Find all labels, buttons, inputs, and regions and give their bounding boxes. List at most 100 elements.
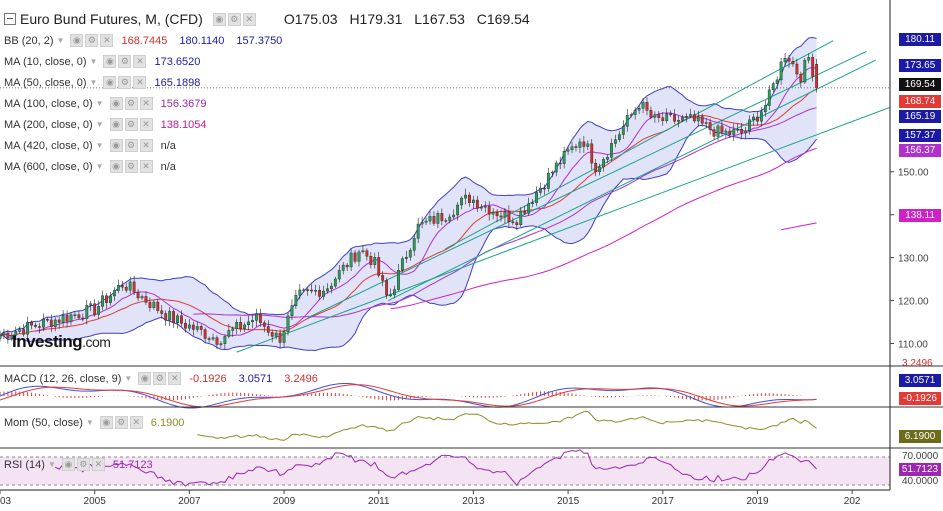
chevron-down-icon[interactable]: ▼ [95,162,104,171]
candle-body [223,336,227,344]
close-icon[interactable]: ✕ [133,55,147,68]
eye-icon[interactable]: ◉ [103,76,117,89]
candle-body [302,289,306,291]
candle-body [519,210,523,225]
close-icon[interactable]: ✕ [129,416,143,429]
chevron-down-icon[interactable]: ▼ [89,78,98,87]
candle-body [598,166,602,172]
candle-body [329,285,333,289]
indicator-name: MA (600, close, 0) [4,160,93,173]
eye-icon[interactable]: ◉ [109,139,123,152]
settings-icon[interactable]: ⚙ [124,160,138,173]
chevron-down-icon[interactable]: ▼ [95,99,104,108]
candle-body [491,211,495,215]
indicator-value: 165.1898 [154,76,201,89]
close-icon[interactable]: ✕ [91,458,105,471]
chevron-down-icon[interactable]: ▼ [47,460,56,469]
price-tag: 168.74 [899,95,941,108]
x-tick-label: 2013 [462,496,485,507]
close-icon[interactable]: ✕ [139,160,153,173]
eye-icon[interactable]: ◉ [99,416,113,429]
close-icon[interactable]: ✕ [100,34,114,47]
candle-body [558,162,562,165]
candle-body [566,149,570,152]
candle-body [720,125,724,133]
close-icon[interactable]: ✕ [242,12,256,26]
chevron-down-icon[interactable]: ▼ [124,374,133,383]
close-icon[interactable]: ✕ [139,139,153,152]
close-icon[interactable]: ✕ [133,76,147,89]
indicator-row: MA (10, close, 0) ▼ ◉ ⚙ ✕ 173.6520 [4,51,530,72]
candle-body [77,314,81,319]
eye-icon[interactable]: ◉ [109,118,123,131]
candle-body [187,324,191,329]
indicator-name: MA (420, close, 0) [4,139,93,152]
candle-body [424,220,428,223]
candle-body [688,114,692,117]
settings-icon[interactable]: ⚙ [124,118,138,131]
candle-body [787,57,791,62]
candle-body [759,111,763,122]
rsi-legend: RSI (14) ▼ ◉ ⚙ ✕ 51.7123 [4,458,165,471]
candle-body [294,295,298,306]
settings-icon[interactable]: ⚙ [85,34,99,47]
rsi-value: 51.7123 [112,458,153,471]
indicator-value: 173.6520 [154,55,201,68]
settings-icon[interactable]: ⚙ [118,76,132,89]
candle-body [586,143,590,147]
candle-body [468,194,471,203]
candle-body [81,317,85,320]
settings-icon[interactable]: ⚙ [76,458,90,471]
mom-legend: Mom (50, close) ▼ ◉ ⚙ ✕ 6.1900 [4,416,196,429]
candle-body [550,171,554,174]
close-icon[interactable]: ✕ [139,118,153,131]
candle-body [85,305,89,319]
candle-body [207,338,211,340]
chevron-down-icon[interactable]: ▼ [56,36,65,45]
candle-body [775,79,779,84]
eye-icon[interactable]: ◉ [212,12,226,26]
chevron-down-icon[interactable]: ▼ [95,120,104,129]
candle-body [637,108,641,111]
chevron-down-icon[interactable]: ▼ [85,418,94,427]
eye-icon[interactable]: ◉ [109,160,123,173]
candle-body [18,329,22,332]
close-icon[interactable]: ✕ [139,97,153,110]
eye-icon[interactable]: ◉ [109,97,123,110]
candle-body [412,238,416,251]
settings-icon[interactable]: ⚙ [114,416,128,429]
settings-icon[interactable]: ⚙ [153,372,167,385]
chevron-down-icon[interactable]: ▼ [95,141,104,150]
eye-icon[interactable]: ◉ [70,34,84,47]
chevron-down-icon[interactable]: ▼ [89,57,98,66]
candle-body [318,290,321,297]
candle-body [483,206,487,208]
candle-body [677,120,680,122]
close-icon[interactable]: ✕ [168,372,182,385]
candle-body [49,319,53,327]
eye-icon[interactable]: ◉ [61,458,75,471]
collapse-icon[interactable] [4,13,16,25]
candle-body [799,73,803,83]
candle-body [105,295,108,303]
candle-body [89,303,93,306]
candle-body [807,57,811,61]
indicator-row: MA (50, close, 0) ▼ ◉ ⚙ ✕ 165.1898 [4,72,530,93]
candle-body [286,315,290,332]
candle-body [507,211,511,223]
candle-body [164,313,168,321]
candle-body [653,114,657,118]
y-tick-label: 130.00 [898,254,929,265]
candle-body [404,256,408,259]
candle-body [262,322,266,327]
settings-icon[interactable]: ⚙ [124,139,138,152]
settings-icon[interactable]: ⚙ [227,12,241,26]
settings-icon[interactable]: ⚙ [124,97,138,110]
indicator-row: MA (420, close, 0) ▼ ◉ ⚙ ✕ n/a [4,135,530,156]
eye-icon[interactable]: ◉ [103,55,117,68]
candle-body [156,301,160,311]
candle-body [243,324,246,329]
settings-icon[interactable]: ⚙ [118,55,132,68]
eye-icon[interactable]: ◉ [138,372,152,385]
